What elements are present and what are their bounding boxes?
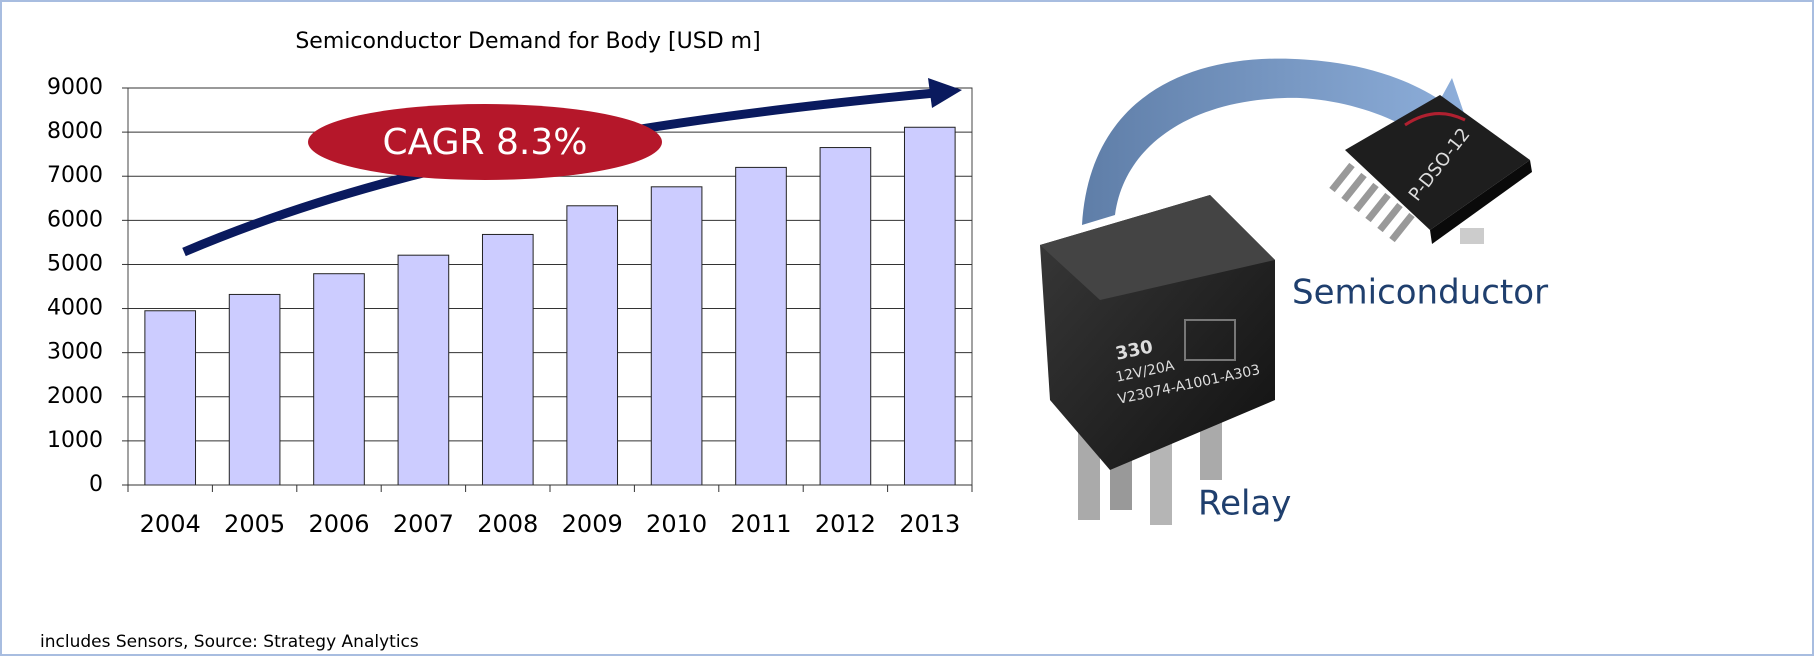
trend-arrowhead	[928, 78, 962, 108]
transition-arrow	[1082, 58, 1480, 225]
bar	[566, 205, 619, 486]
annotation: CAGR 8.3%	[383, 122, 588, 163]
y-tick-label: 4000	[47, 296, 103, 321]
y-tick-label: 1000	[47, 428, 103, 453]
bar	[735, 166, 787, 486]
y-tick-label: 0	[89, 472, 103, 497]
relay-label: Relay	[1198, 484, 1291, 524]
footnote: includes Sensors, Source: Strategy Analy…	[40, 632, 419, 652]
x-tick-label: 2006	[308, 510, 369, 538]
y-tick-label: 5000	[47, 251, 103, 276]
y-tick-label: 2000	[47, 384, 103, 409]
x-tick-label: 2011	[730, 510, 791, 538]
y-tick-label: 6000	[47, 207, 103, 232]
plot: 0 1000 2000 3000 4000 5000 6000 7000 8000 9000 200…	[47, 75, 973, 538]
x-tick-label: 2010	[646, 510, 707, 538]
semiconductor-label: Semiconductor	[1292, 273, 1548, 313]
annotation-bubble	[308, 104, 662, 180]
y-tick-label: 3000	[47, 340, 103, 365]
x-tick-label: 2012	[815, 510, 876, 538]
bar	[481, 233, 534, 486]
x-tick-label: 2013	[899, 510, 960, 538]
x-tick-label: 2008	[477, 510, 538, 538]
chart-title: Semiconductor Demand for Body [USD m]	[295, 29, 760, 54]
bar	[650, 186, 703, 486]
bar	[313, 273, 365, 486]
bar	[397, 254, 450, 486]
chip-image: P-DSO-12	[1329, 95, 1532, 244]
relay-image: 330 12V/20A V23074-A1001-A303	[1040, 195, 1275, 525]
x-tick-label: 2009	[562, 510, 623, 538]
y-tick-label: 8000	[47, 119, 103, 144]
x-tick-label: 2005	[224, 510, 285, 538]
bar	[819, 147, 872, 486]
y-tick-label: 7000	[47, 163, 103, 188]
bar	[144, 310, 197, 486]
x-tick-label: 2007	[393, 510, 454, 538]
x-tick-label: 2004	[140, 510, 201, 538]
y-tick-label: 9000	[47, 75, 103, 100]
bar	[228, 293, 281, 486]
bar	[903, 126, 956, 486]
